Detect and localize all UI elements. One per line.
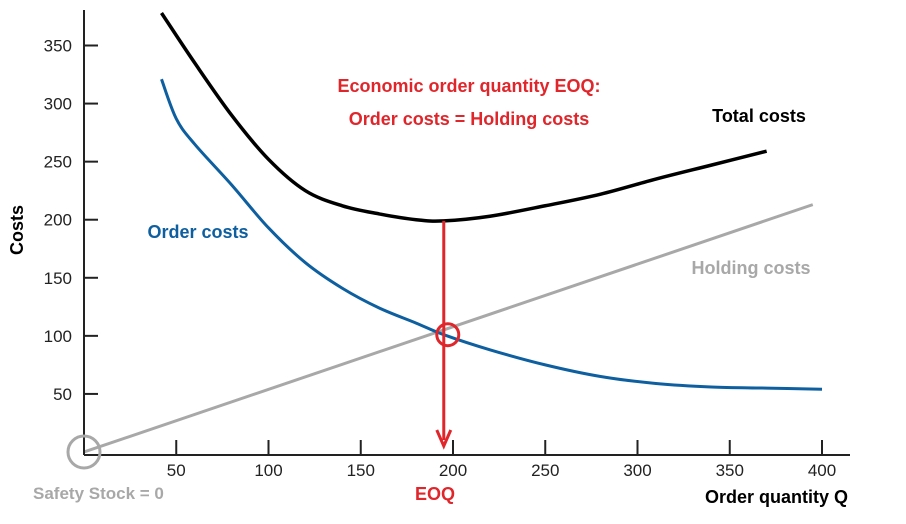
y-tick-label: 300 (44, 95, 72, 114)
series-label-holding-costs: Holding costs (691, 258, 810, 278)
x-tick-label: 50 (167, 461, 186, 480)
x-tick-label: 250 (531, 461, 559, 480)
series-label-total-costs: Total costs (712, 106, 806, 126)
x-tick-label: 150 (347, 461, 375, 480)
series-line-holding-costs (84, 203, 814, 454)
eoq-title-line2: Order costs = Holding costs (349, 109, 590, 129)
y-tick-label: 350 (44, 37, 72, 56)
series-line-order-costs (160, 78, 823, 391)
x-tick-label: 100 (254, 461, 282, 480)
x-tick-label: 400 (808, 461, 836, 480)
x-tick-label: 350 (716, 461, 744, 480)
eoq-arrow-head (435, 429, 453, 450)
series-line-total-costs (160, 12, 768, 223)
y-tick-label: 50 (53, 385, 72, 404)
ticks: 50 100 150 200 250 300 350 400 50 100 150 200 250 300… (44, 37, 837, 481)
safety-stock-circle (66, 434, 102, 470)
eoq-title-line1: Economic order quantity EOQ: (337, 76, 600, 96)
safety-stock-label: Safety Stock = 0 (33, 484, 164, 503)
eoq-label: EOQ (415, 484, 455, 504)
series-label-order-costs: Order costs (147, 222, 248, 242)
y-axis-label: Costs (7, 205, 27, 255)
y-tick-label: 150 (44, 269, 72, 288)
y-tick-label: 200 (44, 211, 72, 230)
y-tick-label: 100 (44, 327, 72, 346)
x-tick-label: 300 (623, 461, 651, 480)
plot-lines (84, 12, 823, 454)
eoq-intersection-circle (435, 322, 461, 348)
y-tick-label: 250 (44, 153, 72, 172)
x-axis-label: Order quantity Q (705, 487, 848, 507)
axes (83, 10, 850, 456)
annotations: Safety Stock = 0 Economic order quantity… (7, 76, 848, 507)
x-tick-label: 200 (439, 461, 467, 480)
